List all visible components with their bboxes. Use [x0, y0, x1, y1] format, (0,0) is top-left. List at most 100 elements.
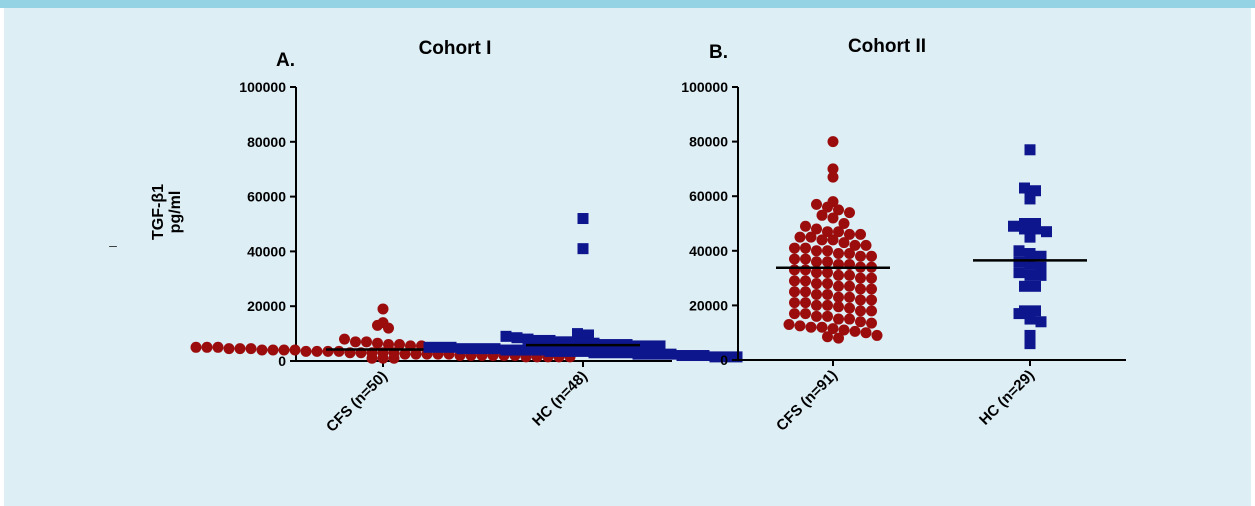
data-point [833, 280, 844, 292]
data-point [816, 321, 828, 333]
data-point [833, 301, 844, 313]
data-point [1013, 256, 1025, 268]
panel-label: B. [709, 42, 728, 63]
data-point [687, 350, 699, 362]
data-point [833, 204, 844, 216]
top-accent-bar [0, 0, 1255, 8]
data-point [827, 171, 839, 183]
data-point [190, 341, 202, 353]
y-axis-title: TGF-β1 pg/ml [150, 184, 184, 240]
data-point [844, 228, 855, 240]
data-point [720, 351, 732, 363]
data-point [794, 320, 806, 332]
data-point [544, 334, 556, 346]
data-point [849, 325, 861, 337]
data-point [789, 286, 800, 298]
data-point [522, 333, 534, 345]
data-point [234, 343, 246, 355]
data-point [838, 218, 850, 229]
data-point [610, 347, 622, 359]
data-point [800, 286, 811, 298]
data-point [822, 267, 833, 279]
data-point [544, 345, 556, 357]
data-point [654, 340, 666, 352]
data-point [322, 345, 334, 357]
data-point [665, 348, 677, 360]
data-point [300, 345, 312, 357]
data-point [372, 337, 383, 349]
data-point [833, 313, 844, 325]
data-point [811, 256, 822, 268]
data-point [500, 344, 512, 356]
stray-mark: – [109, 237, 117, 253]
data-point [555, 336, 567, 348]
data-point [1019, 280, 1030, 292]
data-point [1035, 250, 1047, 262]
y-tick-label: 60000 [689, 188, 728, 204]
data-point [245, 343, 257, 355]
data-point [434, 341, 446, 353]
data-point [643, 340, 655, 352]
data-point [822, 299, 833, 311]
data-point [467, 343, 479, 355]
chart-title: Cohort I [419, 38, 492, 59]
y-tick-label: 40000 [247, 243, 286, 259]
data-point [566, 336, 578, 348]
panel-b: B. Cohort II 0 20000 40000 60000 80000 100000 CF… [681, 36, 1126, 435]
panel-a: A. Cohort I 0 20000 40000 60000 80000 100000 CFS… [190, 38, 743, 436]
x-tick-label: CFS (n=50) [323, 368, 391, 436]
y-axis-title-line2: pg/ml [167, 191, 184, 234]
data-point [855, 272, 866, 284]
data-point [800, 275, 811, 287]
data-point [632, 348, 644, 360]
data-point [844, 248, 855, 260]
data-point [1035, 316, 1047, 328]
y-tick-label: 80000 [689, 134, 728, 150]
data-point [844, 313, 855, 325]
data-point [833, 269, 844, 281]
data-point [256, 344, 268, 356]
data-point [577, 337, 589, 349]
data-point [1030, 223, 1041, 235]
x-tick-label: HC (n=29) [976, 367, 1038, 429]
data-point [372, 319, 383, 331]
data-point [844, 302, 855, 314]
data-point [555, 345, 567, 357]
y-axis-title-line1: TGF-β1 [150, 184, 167, 240]
data-point [789, 297, 800, 309]
data-point [599, 347, 611, 359]
data-point [822, 226, 833, 238]
data-point [855, 316, 866, 328]
data-point [223, 343, 235, 355]
data-point [783, 319, 795, 331]
data-point [583, 329, 594, 341]
data-point [871, 329, 883, 341]
data-point [1024, 248, 1036, 260]
data-point [844, 207, 855, 219]
data-point [794, 231, 806, 243]
data-point [855, 283, 866, 295]
data-point [800, 308, 811, 320]
data-point [1035, 269, 1047, 281]
data-point [533, 334, 545, 346]
data-point [1030, 280, 1041, 292]
data-point [410, 348, 422, 360]
data-point [311, 345, 323, 357]
data-point [1024, 338, 1036, 350]
data-point [816, 209, 828, 221]
data-point [1013, 267, 1025, 279]
data-point [383, 339, 394, 351]
y-tick-label: 40000 [689, 243, 728, 259]
data-point [388, 352, 400, 364]
data-point [866, 272, 877, 284]
data-point [1041, 226, 1052, 238]
data-point [866, 305, 877, 317]
data-point [350, 336, 361, 348]
data-point [800, 253, 811, 265]
data-point [811, 245, 822, 257]
data-point [654, 348, 666, 360]
data-point [339, 333, 350, 345]
data-point [577, 345, 589, 357]
data-point [361, 336, 372, 348]
data-point [800, 220, 811, 232]
